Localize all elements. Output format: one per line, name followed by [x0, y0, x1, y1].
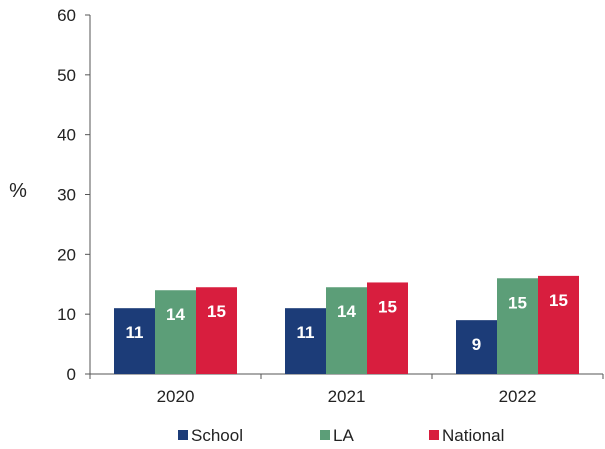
- y-tick-label: 60: [57, 6, 76, 25]
- data-label: 15: [378, 297, 397, 316]
- legend-swatch-la: [320, 430, 330, 440]
- bar-school-2021: [285, 308, 326, 374]
- bar-la-2022: [497, 278, 538, 374]
- bar-school-2022: [456, 320, 497, 374]
- legend-label-school: School: [191, 426, 243, 445]
- y-tick-label: 20: [57, 245, 76, 264]
- data-label: 15: [207, 302, 226, 321]
- y-tick-label: 10: [57, 305, 76, 324]
- y-tick-label: 30: [57, 186, 76, 205]
- data-label: 11: [297, 323, 315, 342]
- data-label: 14: [166, 305, 185, 324]
- data-label: 14: [337, 302, 356, 321]
- bars: 11 14 15 11 14 15 9 15 15: [114, 275, 579, 374]
- legend-label-national: National: [442, 426, 504, 445]
- bar-national-2022: [538, 275, 579, 374]
- data-label: 11: [126, 323, 144, 342]
- bar-la-2021: [326, 287, 367, 374]
- legend-swatch-school: [178, 430, 188, 440]
- bar-school-2020: [114, 308, 155, 374]
- x-tick-label: 2020: [157, 387, 195, 406]
- axes: 0 10 20 30 40 50 60% 2020 2021 2022: [9, 6, 604, 406]
- y-tick-label: 40: [57, 126, 76, 145]
- y-tick-label: 0: [67, 365, 76, 384]
- bar-la-2020: [155, 290, 196, 374]
- legend-label-la: LA: [333, 426, 354, 445]
- bar-national-2020: [196, 287, 237, 374]
- x-tick-label: 2022: [499, 387, 537, 406]
- bar-national-2021: [367, 282, 408, 374]
- legend: School LA National: [178, 426, 504, 445]
- data-label: 15: [549, 291, 568, 310]
- y-axis-label: %: [9, 180, 27, 202]
- x-tick-label: 2021: [328, 387, 366, 406]
- data-label: 9: [472, 335, 481, 354]
- legend-swatch-national: [429, 430, 439, 440]
- y-tick-label: 50: [57, 66, 76, 85]
- data-label: 15: [508, 293, 527, 312]
